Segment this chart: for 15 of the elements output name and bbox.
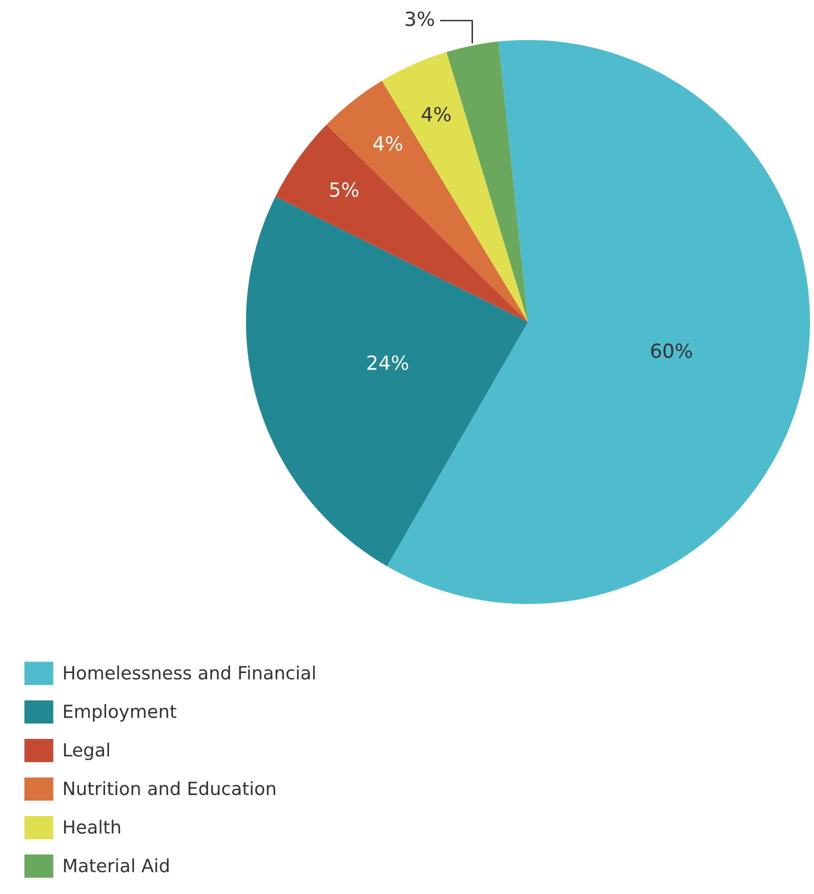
pie-slice	[275, 124, 528, 322]
data-label: 5%	[330, 182, 358, 197]
pie-slice	[246, 196, 528, 566]
pie-slice	[326, 80, 528, 322]
legend-label: Health	[64, 820, 120, 834]
data-label: 60%	[651, 343, 692, 358]
data-label: 4%	[373, 136, 402, 151]
data-label: 24%	[367, 355, 408, 370]
data-label: 3%	[406, 11, 434, 26]
legend-label: Homelessness and Financial	[64, 666, 315, 680]
legend-label: Legal	[64, 742, 110, 760]
legend-label: Employment	[64, 704, 176, 722]
data-label: 4%	[422, 106, 451, 122]
legend-label: Material Aid	[64, 858, 169, 872]
legend-label: Nutrition and Education	[64, 781, 276, 796]
